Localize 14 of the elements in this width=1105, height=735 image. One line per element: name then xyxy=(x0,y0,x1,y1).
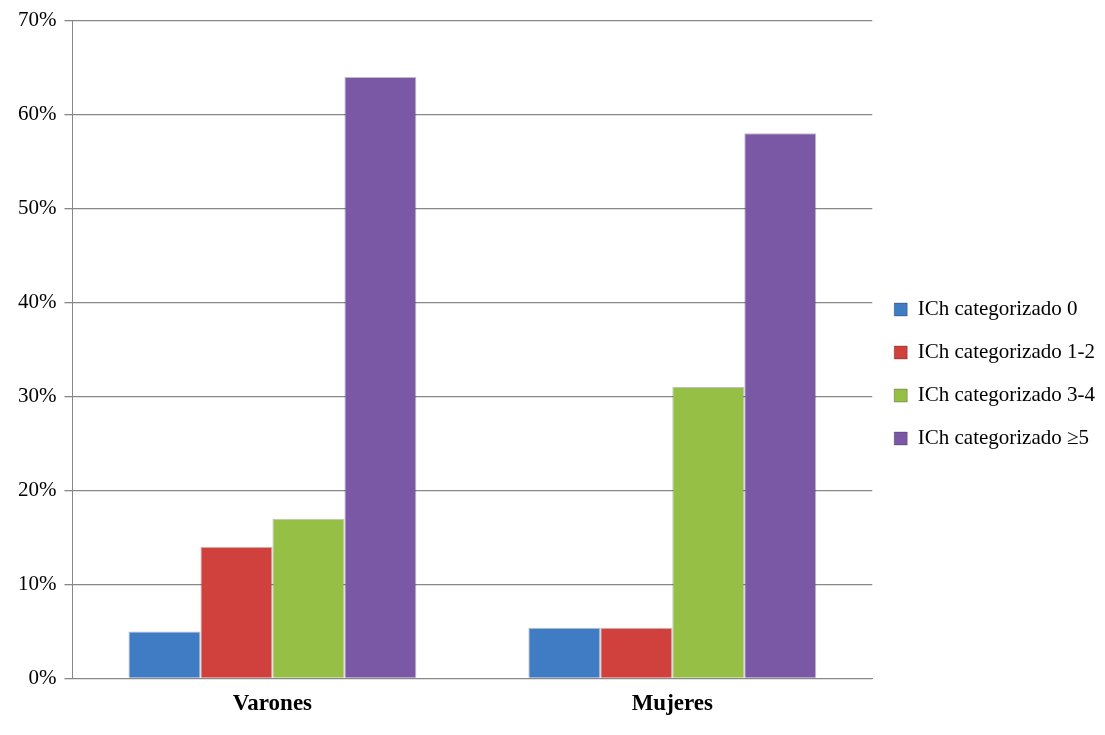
x-tick-label: Varones xyxy=(232,690,313,716)
legend-label: ICh categorizado ≥5 xyxy=(917,425,1090,450)
y-tick-label: 70% xyxy=(17,7,57,32)
x-tick-label: Mujeres xyxy=(631,690,714,716)
y-tick-label: 20% xyxy=(17,476,57,501)
y-tick-label: 30% xyxy=(17,383,57,407)
legend-label: ICh categorizado 3-4 xyxy=(917,382,1096,407)
legend-label: ICh categorizado 1-2 xyxy=(917,339,1096,364)
legend-label: ICh categorizado 0 xyxy=(917,296,1078,321)
y-tick-label: 60% xyxy=(17,101,57,126)
y-tick-label: 0% xyxy=(28,664,57,689)
y-tick-label: 50% xyxy=(17,195,57,220)
y-tick-label: 10% xyxy=(17,570,57,595)
y-tick-label: 40% xyxy=(17,289,57,314)
